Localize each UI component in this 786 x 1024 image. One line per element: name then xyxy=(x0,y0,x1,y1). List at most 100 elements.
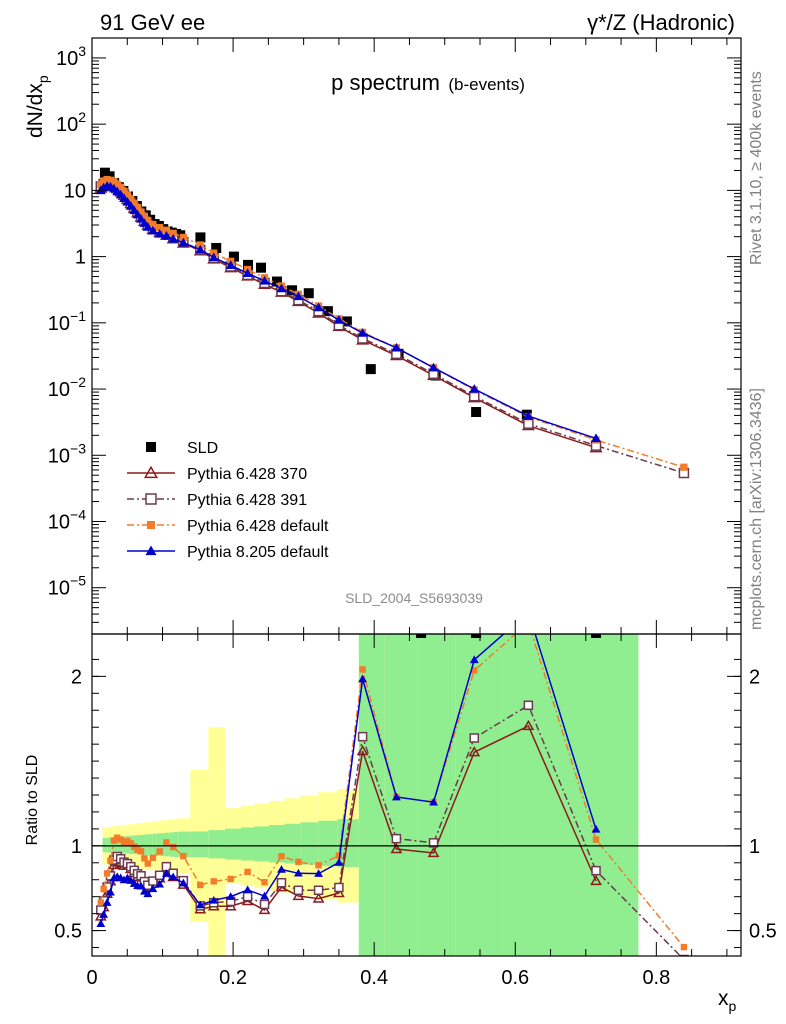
data-point xyxy=(471,407,482,418)
ratio-point xyxy=(471,667,478,674)
data-point xyxy=(365,364,376,375)
ratio-point xyxy=(258,903,271,915)
x-tick-label: 0.2 xyxy=(219,967,247,989)
ratio-point xyxy=(106,887,115,896)
data-point xyxy=(133,203,142,212)
data-point xyxy=(195,244,206,254)
ratio-point xyxy=(243,885,253,894)
band-inner xyxy=(300,822,319,865)
ratio-point xyxy=(333,886,345,898)
ratio-point xyxy=(137,848,145,855)
data-point xyxy=(147,225,158,235)
legend-label: Pythia 6.428 370 xyxy=(187,466,307,483)
series-pythia-8-205-default xyxy=(95,181,601,443)
data-point xyxy=(287,285,298,296)
ratio-point xyxy=(358,674,368,683)
ratio-point xyxy=(163,839,170,846)
data-point xyxy=(469,384,480,393)
data-point xyxy=(149,220,157,229)
data-point xyxy=(293,291,304,301)
data-point xyxy=(276,283,287,293)
y-tick-label: 10−5 xyxy=(48,573,86,600)
ratio-point xyxy=(210,878,217,885)
ratio-y-tick-label: 2 xyxy=(71,666,82,688)
band-inner xyxy=(225,828,241,860)
ratio-y-tick-label-right: 2 xyxy=(749,666,760,688)
data-point xyxy=(178,237,189,247)
ratio-point xyxy=(314,869,323,877)
ratio-point xyxy=(390,842,403,854)
ratio-point xyxy=(525,619,531,625)
ratio-point xyxy=(592,836,600,843)
data-point xyxy=(142,222,153,231)
ratio-point xyxy=(117,836,124,843)
data-point xyxy=(271,276,282,287)
legend-label: SLD xyxy=(187,440,218,457)
ratio-point xyxy=(141,855,148,862)
data-point xyxy=(154,228,165,238)
data-point xyxy=(357,328,368,337)
ratio-point xyxy=(144,860,151,867)
ratio-point xyxy=(276,878,287,888)
y-tick-label: 10−4 xyxy=(48,506,86,533)
ratio-y-tick-label: 0.5 xyxy=(54,921,82,943)
band-inner xyxy=(152,833,157,856)
header-left-title: 91 GeV ee xyxy=(100,10,205,35)
x-tick-label: 0.8 xyxy=(642,967,670,989)
ratio-point xyxy=(335,852,343,859)
ratio-point xyxy=(334,858,344,866)
ratio-point xyxy=(522,719,535,731)
legend-marker xyxy=(145,493,157,505)
legend-label: Pythia 6.428 391 xyxy=(187,492,307,509)
mcplots-label: mcplots.cern.ch [arXiv:1306.3436] xyxy=(748,388,765,630)
band-inner xyxy=(384,634,418,956)
data-point xyxy=(179,233,187,241)
ratio-point xyxy=(100,885,107,893)
ratio-point xyxy=(114,834,121,841)
ratio-point xyxy=(277,865,286,873)
data-point xyxy=(211,242,222,253)
ratio-y-tick-label-right: 1 xyxy=(749,836,760,858)
legend-marker xyxy=(147,521,155,529)
analysis-label: SLD_2004_S5693039 xyxy=(345,590,483,606)
data-point xyxy=(428,362,439,372)
ratio-point xyxy=(524,608,533,616)
ratio-point xyxy=(227,875,234,883)
y-tick-label: 10−2 xyxy=(48,374,86,401)
data-point xyxy=(140,212,149,220)
band-inner xyxy=(102,837,108,853)
ratio-point xyxy=(261,879,268,886)
ratio-point xyxy=(148,884,158,893)
overflow-point xyxy=(416,634,427,638)
ratio-point xyxy=(428,838,439,848)
legend-marker xyxy=(143,465,159,479)
legend-label: Pythia 8.205 default xyxy=(187,544,329,561)
data-point xyxy=(341,316,352,327)
data-point xyxy=(161,231,172,240)
overflow-markers xyxy=(416,634,602,638)
ratio-point xyxy=(312,892,325,903)
data-point xyxy=(256,262,267,273)
series-pythia-6-428-default xyxy=(97,175,688,471)
ratio-point xyxy=(260,891,269,900)
ratio-point xyxy=(119,875,129,884)
rivet-label: Rivet 3.1.10, ≥ 400k events xyxy=(748,71,765,265)
data-point xyxy=(168,233,179,243)
ratio-point xyxy=(427,846,440,858)
data-point xyxy=(523,418,534,429)
data-point xyxy=(130,199,138,207)
band-inner xyxy=(143,834,148,855)
ratio-point xyxy=(359,666,366,673)
ratio-point xyxy=(168,872,178,881)
ratio-point xyxy=(102,898,112,906)
ratio-point xyxy=(680,943,688,951)
ratio-pythia-6-428-391 xyxy=(96,700,689,956)
data-point xyxy=(242,268,253,277)
band-inner xyxy=(318,820,338,866)
ratio-pythia-6-428-default xyxy=(97,619,688,951)
series-pythia-6-428-391 xyxy=(95,177,690,479)
band-inner xyxy=(254,826,269,862)
data-point xyxy=(137,208,145,216)
data-point xyxy=(169,229,177,237)
